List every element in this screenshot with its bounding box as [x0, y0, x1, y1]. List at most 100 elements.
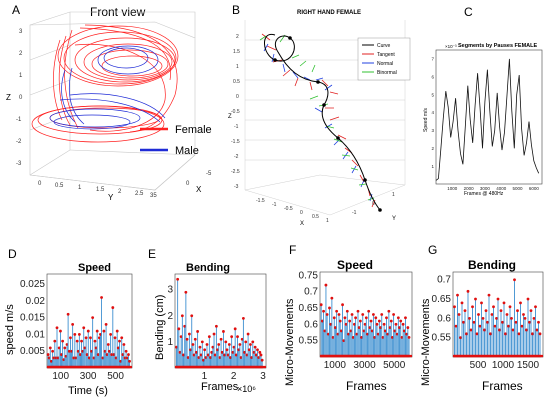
c-ylabel: Speed m/s	[423, 108, 429, 132]
curve-point	[363, 178, 367, 182]
data-point	[122, 343, 126, 346]
f-marks	[319, 283, 412, 358]
data-point	[489, 332, 492, 336]
data-point	[232, 345, 236, 349]
c-y-tick: 4	[431, 110, 434, 115]
data-point	[399, 319, 403, 323]
data-point	[505, 313, 509, 316]
data-point	[57, 346, 61, 350]
e-x-exponent: ×10⁶	[237, 384, 256, 394]
data-point	[501, 320, 504, 324]
c-x-tick: 4000	[496, 186, 507, 191]
panel-c: C ×10⁻³ Segments by Pauses FEMALE Frames…	[423, 5, 543, 197]
a-x-tick: 0	[186, 181, 190, 187]
b-y-tick: 1	[392, 192, 395, 198]
data-point	[222, 330, 225, 333]
panel-a-z-label: Z	[6, 93, 11, 102]
curve-point	[316, 80, 320, 84]
data-point	[392, 313, 395, 316]
data-point	[534, 305, 537, 309]
e-ylabel: Bending (cm)	[154, 295, 166, 360]
data-point	[120, 336, 124, 340]
panel-b-curve-points	[273, 36, 382, 212]
data-point	[474, 297, 477, 301]
b-z-tick: -2	[234, 154, 239, 160]
data-point	[241, 316, 245, 320]
data-point	[356, 309, 360, 313]
b-y-tick: 0	[372, 201, 375, 207]
a-y-tick: 2	[118, 189, 122, 195]
data-point	[227, 343, 231, 346]
data-point	[176, 277, 180, 281]
data-point	[465, 332, 468, 336]
data-point	[209, 356, 212, 359]
data-point	[492, 305, 495, 309]
data-point	[355, 332, 359, 336]
f-y-ticks: 0.55 0.6 0.65 0.7 0.75	[299, 270, 319, 346]
data-point	[230, 335, 234, 339]
g-marks	[453, 278, 543, 358]
data-point	[325, 313, 329, 316]
data-point	[234, 353, 238, 357]
b-z-tick: 0	[236, 94, 239, 100]
data-point	[343, 316, 347, 320]
data-point	[225, 348, 229, 352]
data-point	[528, 320, 531, 324]
g-ylabel: Micro-Movements	[420, 298, 432, 386]
data-point	[84, 336, 88, 340]
b-x-tick: -1	[272, 202, 277, 208]
data-point	[475, 332, 479, 336]
a-y-tick: 35	[150, 193, 157, 199]
data-point	[354, 316, 358, 320]
b-z-tick: -1.5	[231, 139, 240, 145]
f-y-tick: 0.55	[299, 336, 319, 347]
data-point	[496, 297, 500, 301]
data-point	[180, 314, 184, 318]
data-point	[405, 332, 409, 336]
c-x-tick: 2000	[464, 186, 475, 191]
data-point	[369, 319, 373, 323]
data-point	[481, 316, 485, 320]
data-point	[330, 296, 334, 300]
data-point	[368, 326, 372, 329]
data-point	[187, 332, 191, 336]
g-x-tick: 1500	[517, 360, 540, 371]
a-y-tick: 0	[38, 181, 42, 187]
panel-letter-e: E	[148, 247, 156, 261]
panel-a-x-label: X	[196, 185, 202, 194]
data-point	[216, 348, 219, 352]
d-x-ticks: 100 300 500	[52, 371, 124, 382]
panel-b-y-label: Y	[392, 216, 396, 222]
panel-letter-g: G	[428, 243, 437, 257]
f-y-tick: 0.75	[299, 270, 319, 281]
d-y-tick: 0.01	[26, 329, 46, 340]
data-point	[205, 343, 209, 346]
data-point	[342, 339, 346, 343]
data-point	[370, 329, 374, 333]
c-y-tick: 1	[431, 164, 434, 169]
data-point	[345, 309, 349, 313]
data-point	[332, 316, 336, 320]
data-point	[226, 353, 230, 357]
data-point	[237, 348, 241, 352]
panel-letter-a: A	[12, 3, 20, 17]
panel-g: G Bending 0.55 0.6 0.65 0.7 500 1000 150…	[420, 243, 544, 393]
panel-letter-d: D	[8, 247, 17, 261]
e-x-tick: 2	[231, 371, 237, 382]
data-point	[393, 329, 397, 333]
f-x-tick: 1000	[324, 360, 347, 371]
data-point	[197, 356, 201, 359]
data-point	[61, 339, 65, 343]
panel-b-title: RIGHT HAND FEMALE	[297, 10, 361, 16]
g-y-tick: 0.6	[437, 313, 451, 324]
data-point	[525, 328, 528, 332]
data-point	[329, 322, 333, 326]
legend-normal-label: Normal	[377, 61, 393, 67]
data-point	[331, 335, 335, 339]
data-point	[375, 322, 379, 326]
data-point	[537, 320, 540, 324]
c-xlabel: Frames @ 480Hz	[464, 191, 504, 197]
data-point	[231, 350, 235, 354]
d-xlabel: Time (s)	[68, 385, 108, 397]
data-point	[102, 329, 106, 333]
